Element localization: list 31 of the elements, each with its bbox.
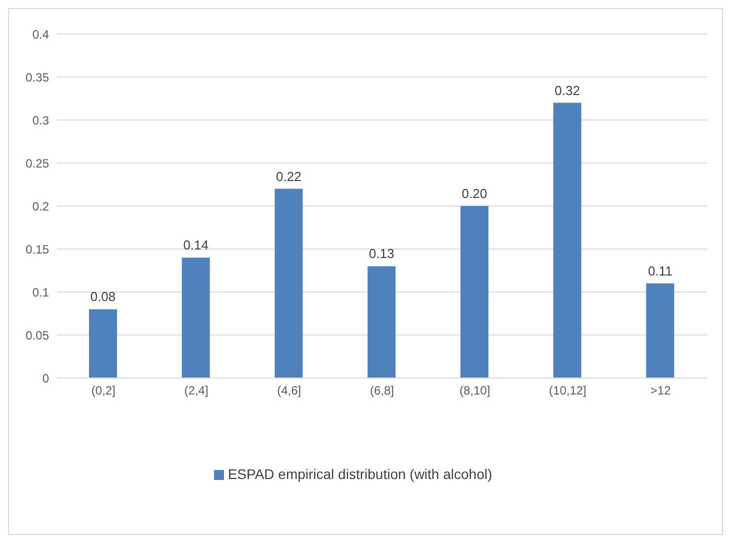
data-label: 0.32	[554, 82, 580, 98]
legend-label: ESPAD empirical distribution (with alcohol)	[228, 466, 492, 482]
y-tick-label: 0.1	[32, 285, 50, 300]
y-tick-label: 0.15	[26, 242, 50, 256]
y-tick-label: 0	[42, 371, 50, 386]
y-tick-label: 0.35	[26, 70, 50, 84]
y-tick-label: 0.4	[32, 27, 50, 42]
data-label: 0.08	[90, 289, 116, 304]
bar	[274, 188, 303, 378]
bar	[182, 258, 210, 378]
x-tick-label: (10,12]	[549, 384, 586, 398]
data-label: 0.20	[462, 186, 488, 201]
data-label: 0.22	[276, 168, 302, 184]
y-tick-label: 0.2	[32, 199, 50, 214]
x-tick-label: (0,2]	[91, 384, 116, 398]
bar	[89, 309, 117, 378]
x-tick-label: (6,8]	[370, 384, 394, 398]
x-tick-label: (8,10]	[460, 384, 490, 398]
data-label: 0.13	[368, 246, 394, 262]
x-tick-label: (2,4]	[184, 384, 208, 398]
bar	[553, 102, 582, 378]
bar	[646, 283, 674, 378]
x-tick-label: (4,6]	[277, 384, 302, 398]
bar	[368, 266, 396, 378]
bar	[460, 206, 488, 378]
data-label: 0.11	[648, 263, 672, 278]
y-tick-label: 0.25	[26, 156, 50, 170]
y-tick-label: 0.3	[32, 113, 50, 128]
x-tick-label: >12	[650, 384, 672, 398]
y-tick-label: 0.05	[26, 328, 50, 342]
data-label: 0.14	[183, 238, 209, 253]
